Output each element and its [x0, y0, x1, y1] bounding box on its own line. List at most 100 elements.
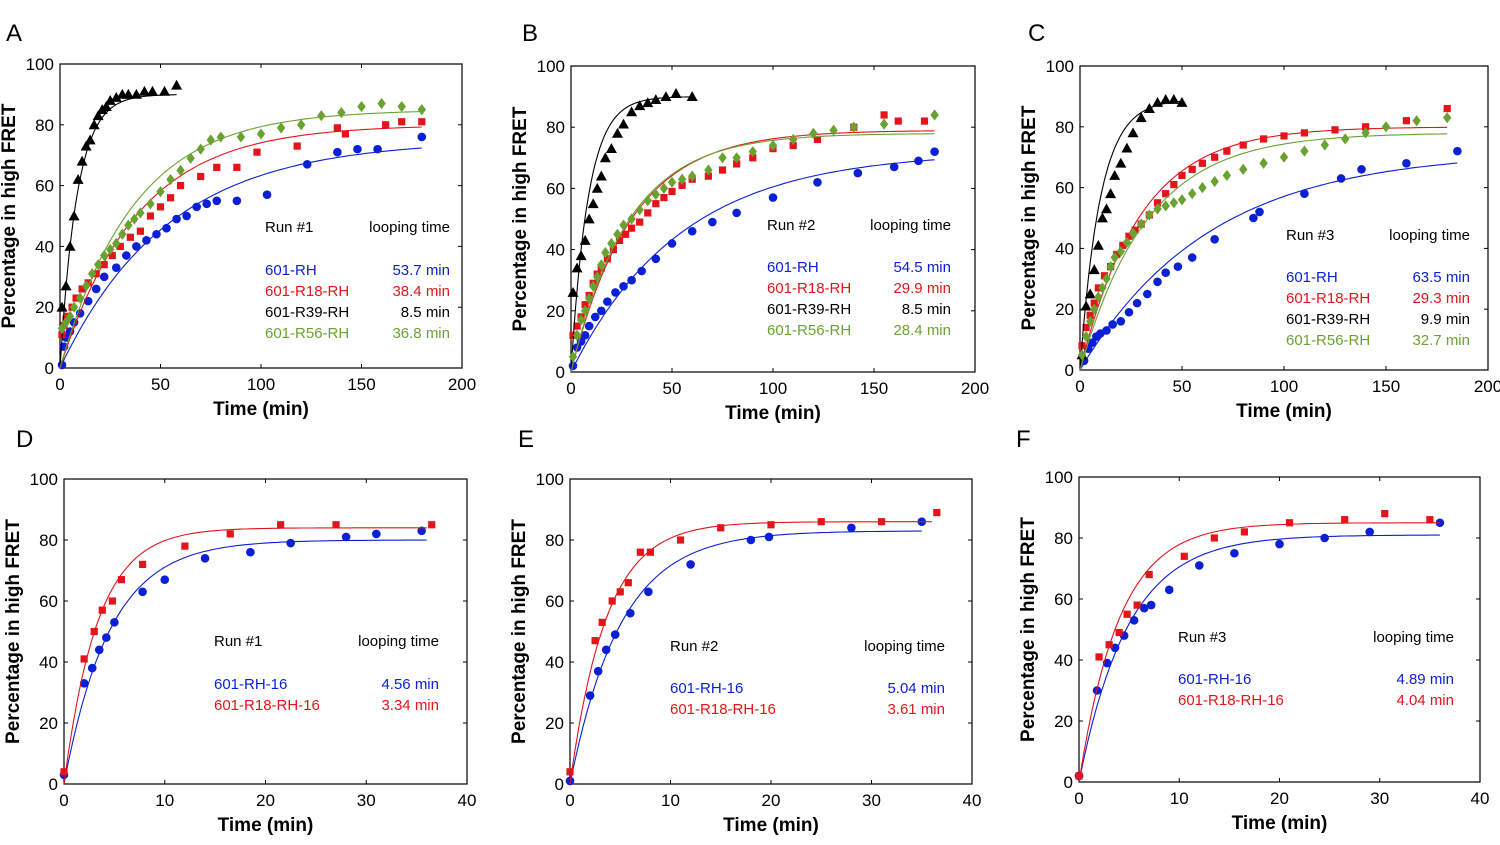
data-point: [1195, 561, 1204, 570]
legend-looping-time: 5.04 min: [887, 680, 945, 697]
data-point: [152, 229, 161, 239]
data-point: [418, 118, 426, 126]
legend-looping-time: 38.4 min: [392, 283, 450, 300]
data-point: [1108, 320, 1117, 329]
data-point: [601, 247, 610, 259]
data-point: [624, 579, 632, 587]
data-point: [597, 259, 606, 271]
y-tick-label: 80: [35, 116, 54, 135]
looping-time-header: looping time: [358, 633, 439, 650]
series-601-rh-16: [59, 526, 427, 785]
data-point: [580, 305, 590, 317]
data-point: [69, 301, 79, 313]
x-tick-label: 200: [961, 379, 989, 398]
y-tick-label: 0: [556, 363, 565, 382]
legend-looping-time: 9.9 min: [1421, 311, 1470, 328]
data-point: [100, 101, 112, 111]
data-point: [146, 85, 158, 96]
data-point: [1381, 510, 1389, 518]
data-point: [676, 536, 685, 544]
data-point: [397, 100, 406, 113]
data-point: [1210, 534, 1218, 542]
data-point: [1145, 571, 1153, 579]
x-axis-title: Time (min): [723, 815, 819, 836]
data-point: [138, 560, 147, 568]
data-point: [1230, 548, 1239, 558]
data-point: [637, 266, 646, 276]
data-point: [608, 597, 616, 605]
data-point: [605, 143, 617, 154]
data-point: [652, 200, 660, 208]
y-tick-label: 20: [35, 298, 54, 317]
y-tick-label: 100: [537, 57, 565, 76]
data-point: [1135, 112, 1147, 123]
y-tick-label: 100: [1046, 57, 1074, 76]
data-point: [1188, 165, 1196, 173]
data-point: [573, 322, 581, 330]
data-point: [718, 152, 727, 164]
data-point: [110, 618, 119, 627]
data-point: [749, 154, 757, 162]
fit-curve: [1079, 162, 1458, 371]
data-point: [98, 606, 106, 614]
data-point: [668, 187, 676, 196]
y-tick-label: 40: [546, 241, 565, 260]
data-point: [177, 182, 185, 190]
y-tick-label: 100: [1045, 468, 1073, 487]
y-tick-label: 60: [546, 179, 565, 198]
data-point: [667, 239, 677, 248]
data-point: [634, 100, 646, 111]
legend-looping-time: 8.5 min: [401, 304, 450, 321]
data-point: [579, 234, 591, 245]
data-point: [704, 172, 712, 180]
x-tick-label: 50: [663, 379, 682, 398]
data-point: [75, 292, 85, 304]
data-point: [609, 246, 618, 254]
legend-looping-time: 4.04 min: [1396, 692, 1454, 709]
data-point: [619, 219, 628, 231]
fit-curve: [59, 126, 422, 369]
x-tick-label: 10: [661, 791, 680, 810]
data-point: [627, 275, 636, 285]
data-point: [581, 301, 589, 309]
x-tick-label: 40: [458, 791, 477, 810]
series-601-rh-16: [1074, 518, 1445, 783]
legend-looping-time: 4.56 min: [381, 676, 439, 693]
data-point: [159, 85, 171, 96]
panel-letter: C: [1028, 20, 1045, 47]
data-point: [1125, 232, 1133, 240]
data-point: [1081, 330, 1091, 343]
series-601-r56-rh: [568, 109, 939, 373]
data-point: [1426, 516, 1434, 524]
data-point: [576, 314, 586, 326]
data-point: [768, 139, 778, 152]
data-point: [262, 190, 272, 200]
chart-panel-a: A 0 50 100 150 200 0 20 40 60 80 100 Time (min) Perce…: [0, 20, 476, 420]
y-tick-label: 20: [39, 714, 58, 733]
data-point: [84, 279, 92, 287]
data-point: [90, 627, 98, 636]
data-point: [1198, 159, 1206, 167]
legend-looping-time: 54.5 min: [893, 259, 951, 276]
series-601-rh: [568, 147, 939, 373]
data-point: [197, 172, 205, 181]
data-point: [126, 233, 134, 241]
data-point: [646, 548, 654, 556]
data-point: [1279, 151, 1289, 163]
data-point: [1086, 315, 1095, 327]
legend-series-name: 601-RH: [265, 262, 317, 279]
data-point: [650, 94, 662, 105]
data-point: [732, 208, 741, 218]
data-point: [1255, 207, 1264, 217]
data-point: [880, 111, 888, 119]
data-point: [1239, 163, 1248, 175]
looping-time-header: looping time: [1373, 629, 1454, 646]
fit-curve: [570, 96, 693, 373]
data-point: [212, 196, 222, 206]
legend-series-name: 601-R18-RH: [1286, 290, 1370, 307]
data-point: [78, 285, 86, 293]
legend-series-name: 601-RH: [767, 259, 819, 276]
data-point: [789, 141, 797, 150]
y-axis-title: Percentage in high FRET: [0, 103, 20, 328]
